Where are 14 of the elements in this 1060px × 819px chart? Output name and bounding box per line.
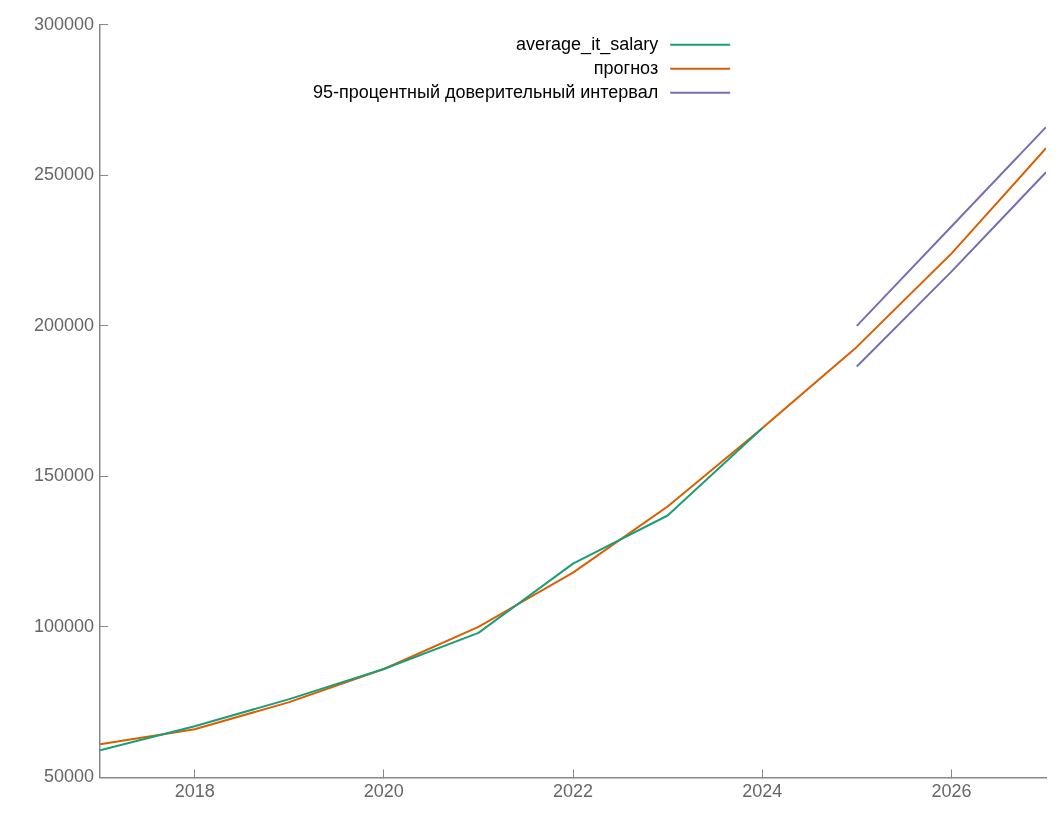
y-tick-label: 200000: [33, 314, 95, 335]
y-tick-label: 100000: [33, 615, 95, 636]
x-tick-label: 2022: [553, 781, 594, 802]
y-tick-label: 300000: [33, 13, 95, 34]
x-tick-label: 2020: [363, 781, 404, 802]
x-tick-label: 2026: [931, 781, 972, 802]
x-tick-label: 2018: [174, 781, 215, 802]
legend-label: average_it_salary: [516, 33, 659, 55]
y-tick-label: 50000: [44, 766, 95, 787]
y-tick-label: 150000: [33, 465, 95, 486]
y-tick-label: 250000: [33, 164, 95, 185]
x-tick-label: 2024: [742, 781, 783, 802]
legend-label: прогноз: [593, 57, 659, 78]
legend-label: 95-процентный доверительный интервал: [312, 81, 659, 102]
